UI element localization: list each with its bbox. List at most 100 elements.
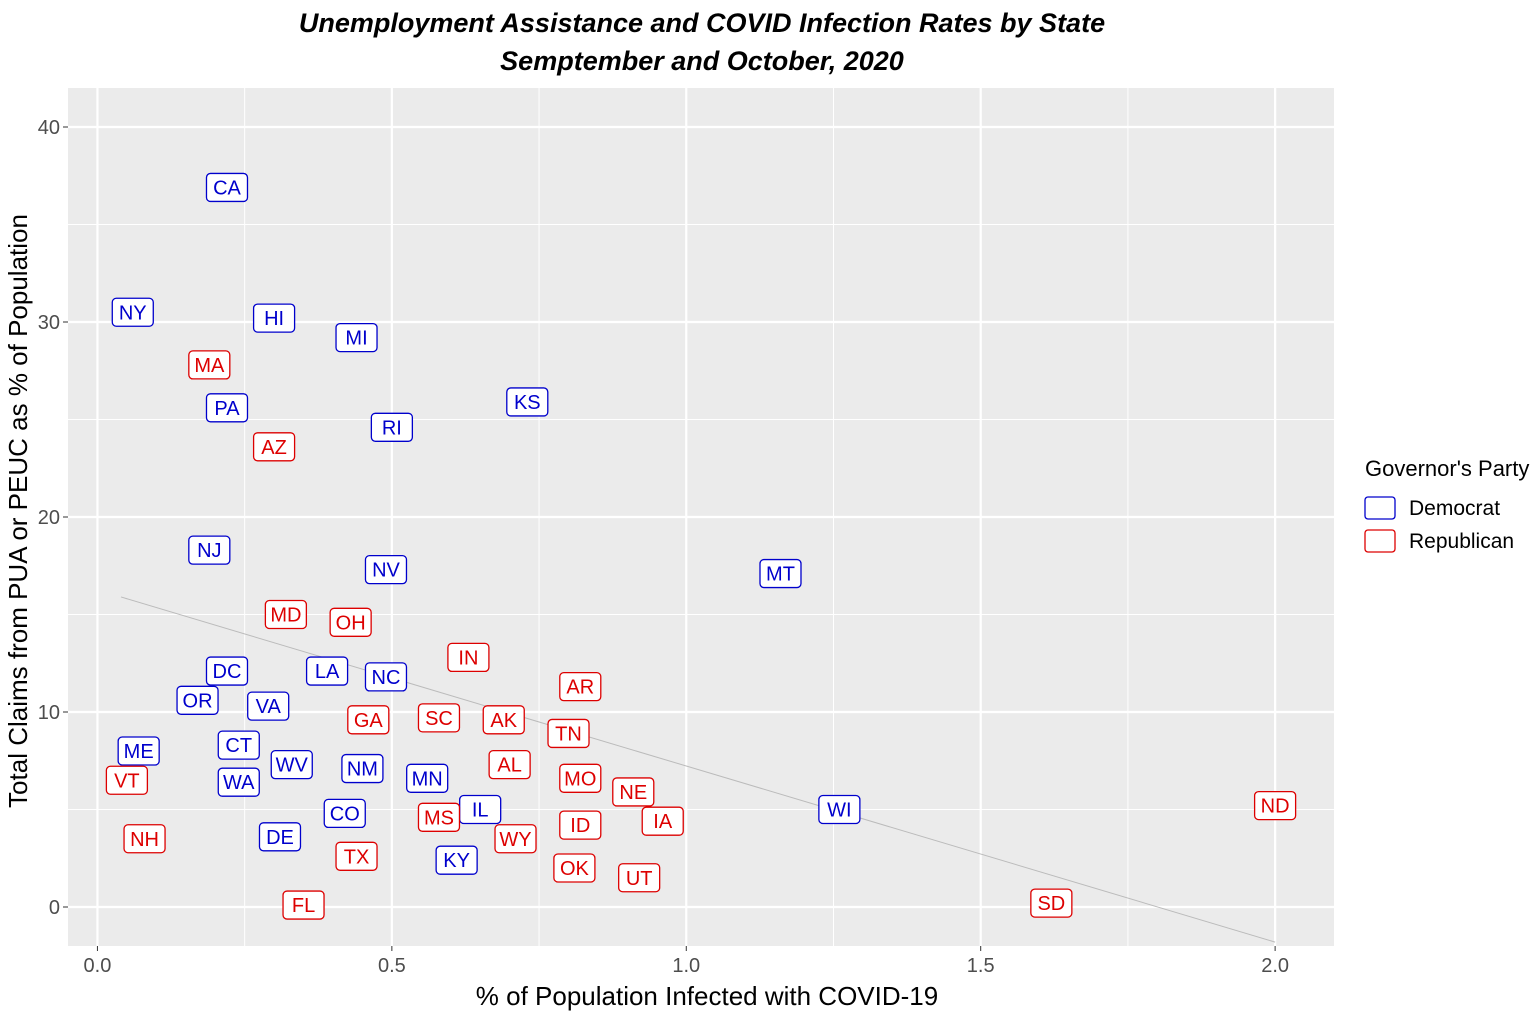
label-box — [188, 535, 231, 565]
point-label-wa: WA — [217, 767, 260, 797]
point-label-nm: NM — [341, 753, 384, 784]
label-box — [618, 863, 661, 893]
label-box — [506, 387, 549, 417]
point-label-ks: KS — [506, 387, 549, 417]
label-text: DE — [266, 827, 294, 849]
label-box — [1030, 888, 1073, 918]
label-text: NJ — [197, 540, 221, 562]
y-tick-label: 0 — [49, 897, 60, 919]
label-text: MS — [424, 807, 454, 829]
point-label-tx: TX — [335, 841, 378, 871]
label-box — [335, 322, 378, 353]
point-label-wv: WV — [270, 750, 313, 780]
point-label-ct: CT — [217, 730, 260, 760]
label-text: WY — [499, 829, 531, 851]
point-label-ny: NY — [111, 297, 154, 327]
label-box — [117, 736, 160, 766]
label-box — [270, 750, 313, 780]
label-text: NE — [619, 782, 647, 804]
y-tick-label: 20 — [38, 507, 60, 529]
label-box — [264, 599, 308, 630]
label-box — [559, 672, 602, 702]
legend-label-republican: Republican — [1409, 530, 1514, 553]
point-label-dc: DC — [205, 656, 249, 686]
label-text: RI — [382, 417, 402, 439]
label-box — [482, 705, 525, 735]
label-box — [205, 393, 249, 423]
point-label-ca: CA — [205, 172, 249, 203]
label-box — [252, 432, 296, 462]
label-box — [559, 810, 602, 840]
point-label-vt: VT — [105, 765, 149, 795]
label-text: FL — [292, 895, 315, 917]
label-text: OR — [183, 690, 213, 712]
point-label-hi: HI — [252, 303, 296, 333]
point-label-co: CO — [323, 798, 366, 829]
label-box — [364, 555, 408, 585]
point-label-pa: PA — [205, 393, 249, 423]
point-label-la: LA — [305, 656, 349, 686]
label-box — [447, 642, 490, 673]
label-text: KY — [443, 850, 470, 872]
label-box — [341, 753, 384, 784]
label-box — [759, 558, 802, 589]
label-text: AR — [566, 677, 594, 699]
label-text: CT — [225, 735, 252, 757]
label-box — [105, 765, 149, 795]
point-label-id: ID — [559, 810, 602, 840]
label-text: IN — [458, 647, 478, 669]
label-box — [559, 763, 602, 793]
x-axis-title: % of Population Infected with COVID-19 — [476, 981, 938, 1011]
label-box — [488, 750, 531, 780]
legend-key-republican — [1364, 529, 1396, 553]
chart-title: Unemployment Assistance and COVID Infect… — [299, 8, 1105, 38]
x-tick-label: 2.0 — [1261, 955, 1289, 977]
label-box — [417, 802, 461, 832]
label-box — [494, 824, 537, 854]
point-label-mn: MN — [406, 763, 449, 793]
label-text: MA — [194, 355, 225, 377]
chart-subtitle: Semptember and October, 2020 — [500, 46, 904, 76]
label-text: WV — [276, 755, 309, 777]
label-box — [123, 824, 166, 854]
point-label-ia: IA — [641, 806, 684, 836]
label-box — [364, 662, 408, 692]
label-text: AL — [497, 755, 521, 777]
label-box — [1253, 790, 1297, 821]
label-box — [417, 703, 461, 733]
label-box — [323, 798, 366, 829]
label-text: TN — [555, 723, 582, 745]
label-box — [282, 890, 325, 920]
point-label-ky: KY — [435, 845, 478, 875]
label-text: DC — [213, 661, 242, 683]
label-box — [641, 806, 684, 836]
label-text: GA — [354, 710, 384, 732]
label-box — [547, 718, 590, 749]
label-text: AZ — [261, 437, 287, 459]
label-box — [217, 730, 260, 760]
point-label-al: AL — [488, 750, 531, 780]
label-box — [335, 841, 378, 871]
label-text: ND — [1261, 796, 1290, 818]
label-text: OH — [336, 612, 366, 634]
label-text: MD — [270, 605, 301, 627]
label-text: NY — [119, 302, 147, 324]
label-text: CO — [330, 803, 360, 825]
point-label-nd: ND — [1253, 790, 1297, 821]
x-axis-ticks: 0.0 0.5 1.0 1.5 2.0 — [84, 946, 1289, 977]
data-labels: CA NY HI MI MA KS PA RI AZ NJ NV MT MD OH IN DC LA NC AR OR… — [105, 172, 1297, 920]
legend-key-democrat — [1364, 496, 1396, 520]
label-text: IA — [653, 811, 673, 833]
label-text: IL — [472, 800, 489, 822]
label-box — [111, 297, 154, 327]
label-box — [370, 412, 414, 442]
label-text: TX — [344, 846, 370, 868]
point-label-wy: WY — [494, 824, 537, 854]
x-tick-label: 1.5 — [967, 955, 995, 977]
y-tick-label: 30 — [38, 312, 60, 334]
point-label-nh: NH — [123, 824, 166, 854]
y-axis-ticks: 0 10 20 30 40 — [38, 117, 68, 919]
point-label-ga: GA — [347, 705, 390, 735]
label-text: KS — [514, 392, 541, 414]
y-tick-label: 10 — [38, 702, 60, 724]
